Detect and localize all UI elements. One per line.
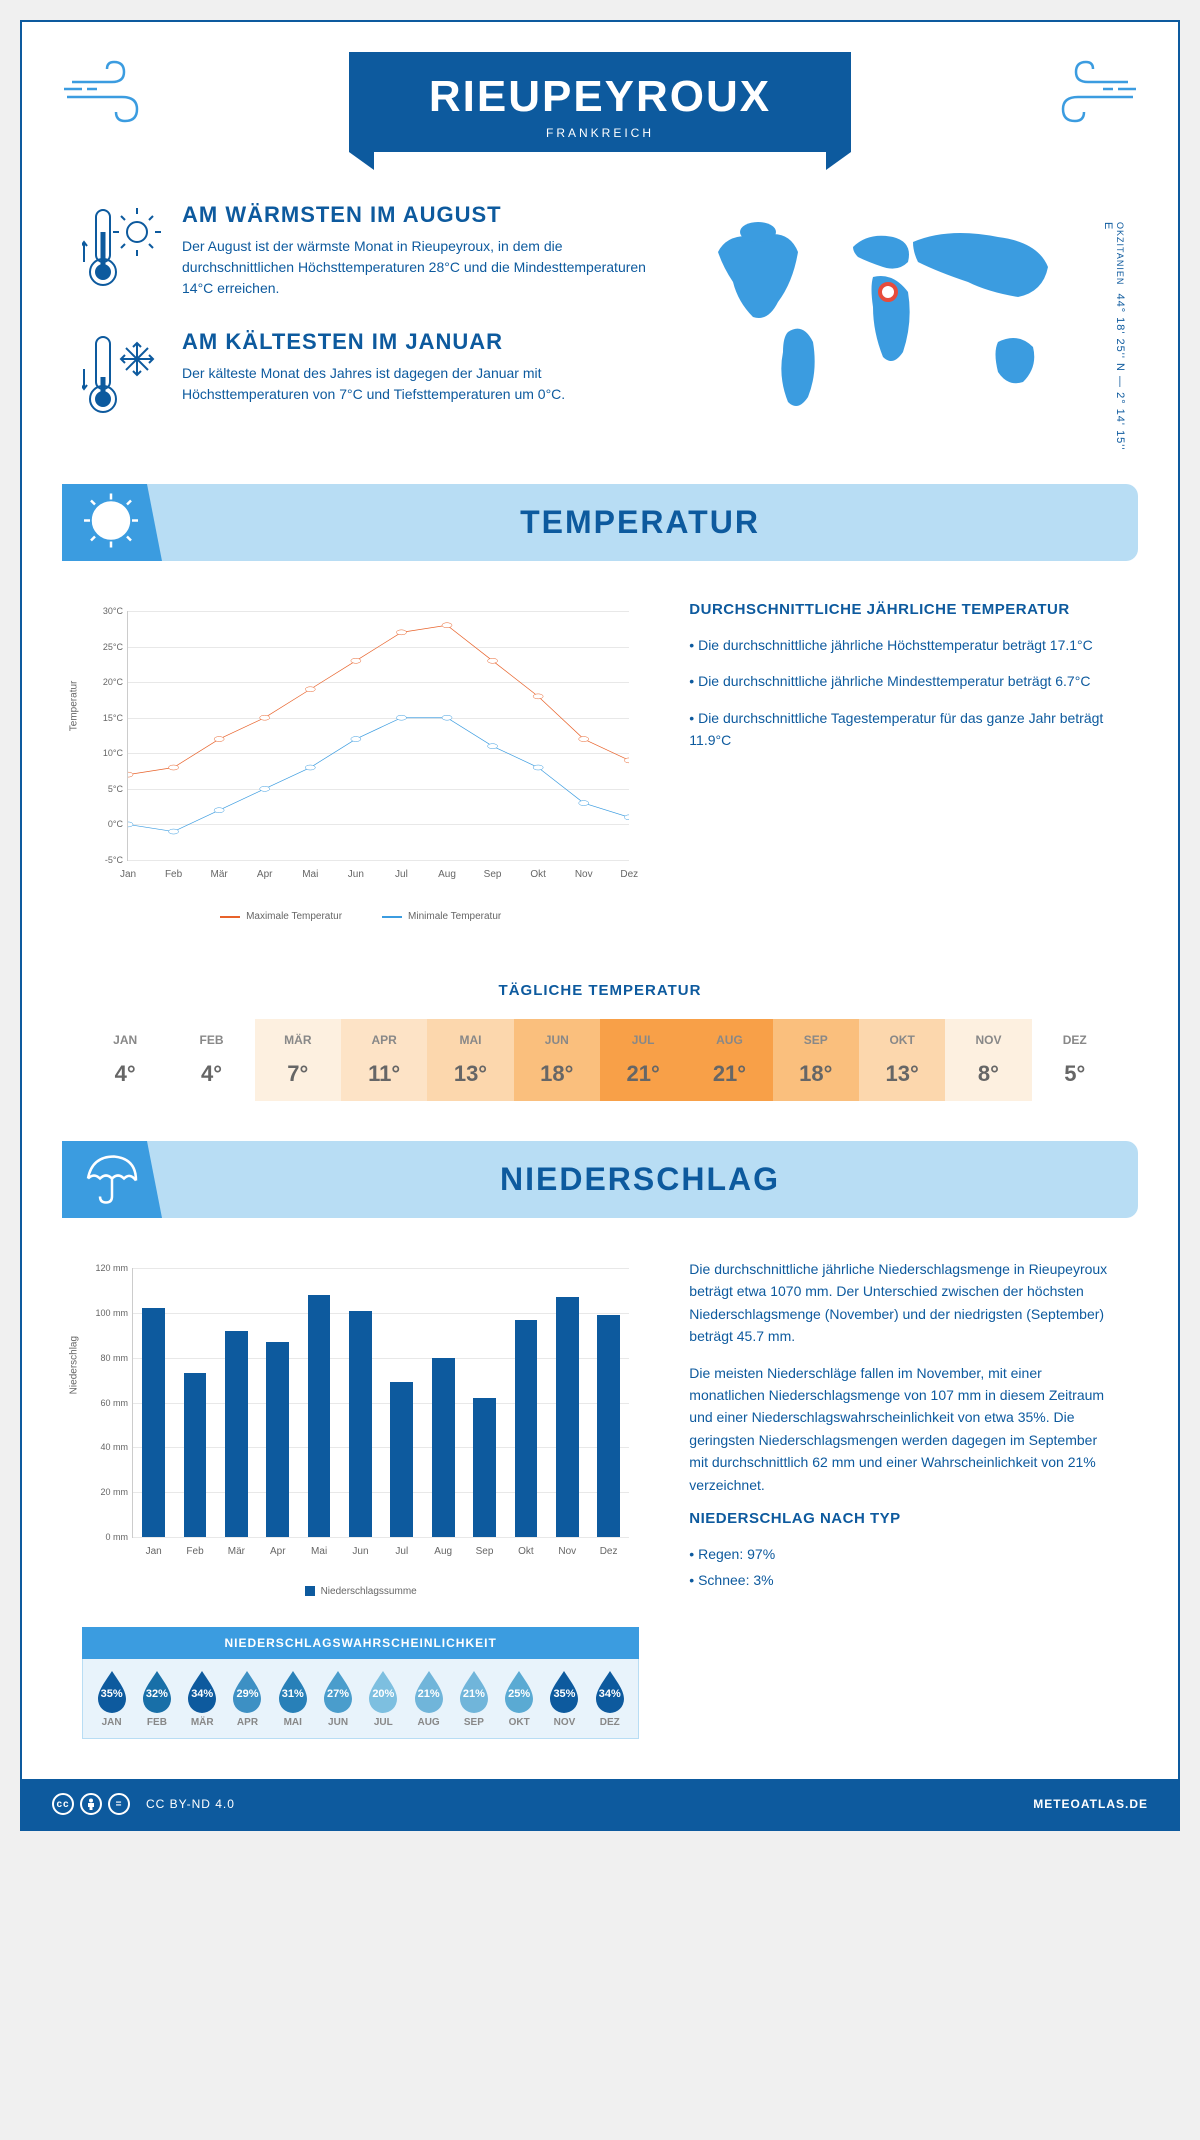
daily-temp-grid: JAN4°FEB4°MÄR7°APR11°MAI13°JUN18°JUL21°A…: [82, 1019, 1118, 1101]
thermometer-snow-icon: [82, 329, 162, 424]
bar: [142, 1308, 165, 1537]
precip-text-2: Die meisten Niederschläge fallen im Nove…: [689, 1362, 1118, 1496]
probability-cell: 34%DEZ: [587, 1669, 632, 1728]
daily-temp-cell: APR11°: [341, 1019, 427, 1101]
probability-cell: 35%JAN: [89, 1669, 134, 1728]
bar: [390, 1382, 413, 1537]
avg-temp-item: • Die durchschnittliche Tagestemperatur …: [689, 707, 1118, 752]
daily-temp-cell: AUG21°: [686, 1019, 772, 1101]
chart-legend: Niederschlagssumme: [82, 1586, 639, 1597]
section-title: TEMPERATUR: [182, 504, 1098, 541]
daily-temp-cell: FEB4°: [168, 1019, 254, 1101]
warmest-text: Der August ist der wärmste Monat in Rieu…: [182, 236, 658, 299]
by-icon: [80, 1793, 102, 1815]
warmest-fact: AM WÄRMSTEN IM AUGUST Der August ist der…: [82, 202, 658, 299]
country-subtitle: FRANKREICH: [429, 126, 771, 140]
daily-temp-cell: MÄR7°: [255, 1019, 341, 1101]
bar: [184, 1373, 207, 1537]
precip-text-1: Die durchschnittliche jährliche Niedersc…: [689, 1258, 1118, 1348]
license: cc = CC BY-ND 4.0: [52, 1793, 235, 1815]
wind-icon: [62, 57, 152, 132]
header: RIEUPEYROUX FRANKREICH: [22, 22, 1178, 172]
chart-legend: Maximale Temperatur Minimale Temperatur: [82, 911, 639, 922]
world-map: [698, 202, 1078, 422]
daily-temp-cell: DEZ5°: [1032, 1019, 1118, 1101]
avg-temp-title: DURCHSCHNITTLICHE JÄHRLICHE TEMPERATUR: [689, 601, 1118, 618]
avg-temp-item: • Die durchschnittliche jährliche Höchst…: [689, 634, 1118, 656]
probability-cell: 35%NOV: [542, 1669, 587, 1728]
probability-cell: 31%MAI: [270, 1669, 315, 1728]
location-marker: [878, 282, 898, 302]
city-title: RIEUPEYROUX: [429, 72, 771, 122]
precip-type-item: • Regen: 97%: [689, 1543, 1118, 1565]
daily-temp-cell: JAN4°: [82, 1019, 168, 1101]
bar: [225, 1331, 248, 1537]
probability-cell: 27%JUN: [315, 1669, 360, 1728]
daily-temp-title: TÄGLICHE TEMPERATUR: [22, 982, 1178, 999]
thermometer-sun-icon: [82, 202, 162, 299]
probability-cell: 21%SEP: [451, 1669, 496, 1728]
chart-ylabel: Temperatur: [69, 681, 80, 732]
bar: [266, 1342, 289, 1537]
precip-type-item: • Schnee: 3%: [689, 1569, 1118, 1591]
daily-temp-cell: JUN18°: [514, 1019, 600, 1101]
coldest-text: Der kälteste Monat des Jahres ist dagege…: [182, 363, 658, 405]
bar: [556, 1297, 579, 1537]
bar: [349, 1311, 372, 1537]
bar: [308, 1295, 331, 1537]
daily-temp-cell: NOV8°: [945, 1019, 1031, 1101]
daily-temp-cell: SEP18°: [773, 1019, 859, 1101]
temperature-content: Temperatur -5°C0°C5°C10°C15°C20°C25°C30°…: [22, 561, 1178, 962]
wind-icon: [1048, 57, 1138, 132]
probability-cell: 20%JUL: [361, 1669, 406, 1728]
temperature-line-chart: Temperatur -5°C0°C5°C10°C15°C20°C25°C30°…: [82, 601, 639, 901]
sun-icon: [80, 489, 142, 556]
probability-title: NIEDERSCHLAGSWAHRSCHEINLICHKEIT: [82, 1627, 639, 1659]
avg-temp-item: • Die durchschnittliche jährliche Mindes…: [689, 670, 1118, 692]
umbrella-icon: [80, 1146, 142, 1213]
probability-cell: 29%APR: [225, 1669, 270, 1728]
bar: [432, 1358, 455, 1537]
precipitation-content: Niederschlag 0 mm20 mm40 mm60 mm80 mm100…: [22, 1218, 1178, 1779]
nd-icon: =: [108, 1793, 130, 1815]
daily-temp-cell: MAI13°: [427, 1019, 513, 1101]
bar: [597, 1315, 620, 1537]
title-banner: RIEUPEYROUX FRANKREICH: [349, 52, 851, 152]
bar: [515, 1320, 538, 1537]
daily-temp-cell: OKT13°: [859, 1019, 945, 1101]
temperature-banner: TEMPERATUR: [62, 484, 1138, 561]
bar: [473, 1398, 496, 1537]
precip-type-title: NIEDERSCHLAG NACH TYP: [689, 1510, 1118, 1527]
precipitation-bar-chart: Niederschlag 0 mm20 mm40 mm60 mm80 mm100…: [82, 1258, 639, 1578]
probability-row: 35%JAN32%FEB34%MÄR29%APR31%MAI27%JUN20%J…: [82, 1659, 639, 1739]
daily-temp-cell: JUL21°: [600, 1019, 686, 1101]
warmest-title: AM WÄRMSTEN IM AUGUST: [182, 202, 658, 228]
chart-ylabel: Niederschlag: [69, 1336, 80, 1394]
cc-icon: cc: [52, 1793, 74, 1815]
section-title: NIEDERSCHLAG: [182, 1161, 1098, 1198]
coldest-title: AM KÄLTESTEN IM JANUAR: [182, 329, 658, 355]
intro-row: AM WÄRMSTEN IM AUGUST Der August ist der…: [22, 172, 1178, 484]
precipitation-banner: NIEDERSCHLAG: [62, 1141, 1138, 1218]
probability-cell: 25%OKT: [497, 1669, 542, 1728]
coldest-fact: AM KÄLTESTEN IM JANUAR Der kälteste Mona…: [82, 329, 658, 424]
probability-cell: 21%AUG: [406, 1669, 451, 1728]
infographic-card: RIEUPEYROUX FRANKREICH: [20, 20, 1180, 1831]
site-name: METEOATLAS.DE: [1033, 1797, 1148, 1811]
probability-cell: 34%MÄR: [180, 1669, 225, 1728]
coordinates: OKZITANIEN 44° 18' 25'' N — 2° 14' 15'' …: [1102, 222, 1126, 454]
footer: cc = CC BY-ND 4.0 METEOATLAS.DE: [22, 1779, 1178, 1829]
probability-cell: 32%FEB: [134, 1669, 179, 1728]
